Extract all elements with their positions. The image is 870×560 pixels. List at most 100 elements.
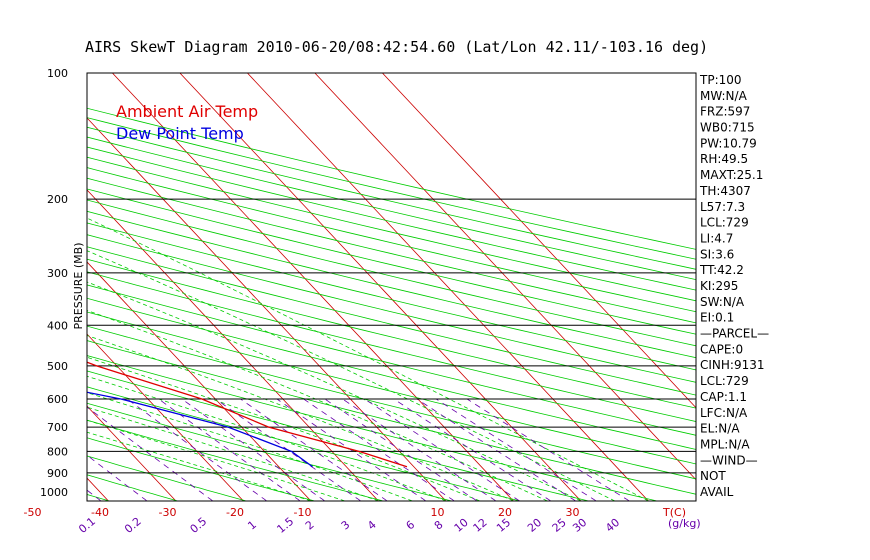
index-item: LCL:729 [700, 216, 749, 230]
mixing-ratio-tick-label: 4 [365, 518, 379, 532]
mixing-ratio-line [364, 398, 520, 501]
isotherm-line [314, 73, 696, 481]
dry-adiabat-line [87, 177, 696, 324]
mixing-ratio-line [87, 454, 148, 501]
mixing-ratio-tick-label: 40 [603, 516, 622, 535]
mixing-ratio-tick-label: 1 [245, 518, 259, 532]
index-item: L57:7.3 [700, 200, 745, 214]
mixing-ratio-tick-label: 0.2 [122, 515, 144, 536]
dry-adiabat-line [87, 455, 246, 501]
pressure-axis: 100 200 300 400 500 600 700 800 900 1000 [40, 67, 68, 499]
dry-adiabat-line [87, 246, 696, 396]
bottom-temp-tick-label: -20 [226, 506, 244, 519]
isotherm-line [87, 405, 177, 501]
mixing-ratio-tick-label: 0.5 [188, 515, 210, 536]
mixing-ratio-tick-label: 3 [339, 518, 353, 532]
bottom-temp-tick-label: -30 [159, 506, 177, 519]
dry-adiabat-line [87, 297, 696, 450]
bottom-temp-tick-label: 30 [566, 506, 580, 519]
index-item: LCL:729 [700, 374, 749, 388]
pressure-tick-label: 300 [47, 267, 68, 280]
legend-temperature: Ambient Air Temp [116, 102, 258, 121]
pressure-tick-label: 600 [47, 393, 68, 406]
dry-adiabat-line [87, 136, 696, 281]
dry-adiabat-line [87, 325, 696, 480]
mixing-ratio-line [466, 398, 630, 501]
mixing-ratio-tick-label: 12 [471, 516, 490, 535]
mixing-ratio-tick-label: 10 [452, 516, 471, 535]
dry-adiabat-line [87, 222, 696, 371]
index-item: CINH:9131 [700, 358, 765, 372]
dry-adiabat-line [87, 146, 696, 291]
dry-adiabat-line [87, 437, 315, 501]
isotherm-line [87, 117, 447, 501]
dry-adiabat-line [87, 258, 696, 409]
bottom-temp-tick-label: -50 [24, 506, 42, 519]
index-item: CAPE:0 [700, 342, 743, 356]
dry-adiabat-line [87, 419, 383, 501]
index-item: EI:0.1 [700, 311, 734, 325]
moist-adiabat-line [87, 217, 649, 501]
moist-adiabat-line [87, 375, 446, 501]
mixing-ratio-tick-label: 20 [525, 516, 544, 535]
isotherm-line [87, 333, 244, 501]
temp-unit-label: T(C) [662, 506, 686, 519]
index-item: RH:49.5 [700, 152, 748, 166]
index-item: LI:4.7 [700, 231, 733, 245]
mixing-ratio-tick-label: 8 [432, 518, 446, 532]
bottom-temp-tick-label: 10 [431, 506, 445, 519]
isotherm-line [381, 73, 696, 409]
dry-adiabat-line [0, 54, 40, 501]
index-item: MW:N/A [700, 89, 748, 103]
moist-adiabat-line [87, 250, 615, 501]
dry-adiabat-line [87, 311, 696, 465]
temperature-profile-line [87, 361, 408, 468]
plot-frame [86, 72, 697, 502]
dry-adiabat-line [87, 117, 696, 260]
pressure-tick-label: 200 [47, 193, 68, 206]
chart-title: AIRS SkewT Diagram 2010-06-20/08:42:54.6… [85, 38, 708, 56]
dry-adiabat-line [87, 199, 696, 347]
dry-adiabat-line [87, 271, 696, 422]
mixing-ratio-line [435, 398, 597, 501]
dry-adiabat-line [87, 386, 520, 501]
bottom-temp-tick-label: 20 [498, 506, 512, 519]
index-item: PW:10.79 [700, 136, 757, 150]
bottom-temperature-axis: -50 -40 -30 -20 -10 10 20 30 [24, 506, 580, 519]
index-item: WB0:715 [700, 121, 755, 135]
mixing-ratio-line [215, 398, 361, 501]
mixing-ratio-line [303, 398, 455, 501]
dry-adiabat-line [87, 156, 696, 302]
index-item: MPL:N/A [700, 437, 750, 451]
index-item: SW:N/A [700, 295, 745, 309]
index-item: EL:N/A [700, 422, 740, 436]
isotherm-line [179, 73, 582, 501]
dewpoint-profile-line [87, 391, 313, 468]
pressure-tick-label: 1000 [40, 486, 68, 499]
mixing-ratio-line [342, 398, 497, 501]
index-item: —WIND— [700, 453, 758, 467]
bottom-temp-tick-label: -10 [294, 506, 312, 519]
moist-adiabat-line [87, 281, 581, 501]
isobars [87, 198, 696, 474]
dry-adiabat-line [87, 188, 696, 335]
profiles [87, 361, 408, 468]
index-item: —PARCEL— [700, 327, 769, 341]
dry-adiabat-line [87, 126, 696, 270]
mixing-ratio-line [87, 406, 213, 501]
dry-adiabat-line [87, 340, 696, 495]
pressure-tick-label: 700 [47, 421, 68, 434]
index-item: CAP:1.1 [700, 390, 747, 404]
index-item: LFC:N/A [700, 406, 748, 420]
index-item: SI:3.6 [700, 247, 734, 261]
dry-adiabat-line [87, 284, 696, 436]
dry-adiabat-line [87, 210, 696, 359]
index-item: TP:100 [699, 73, 742, 87]
index-item: FRZ:597 [700, 105, 750, 119]
mixing-ratio-line [240, 398, 388, 501]
mixing-ratio-line [416, 398, 576, 501]
mixing-ratio-line [276, 398, 426, 501]
mixing-ratio-line [127, 398, 267, 501]
